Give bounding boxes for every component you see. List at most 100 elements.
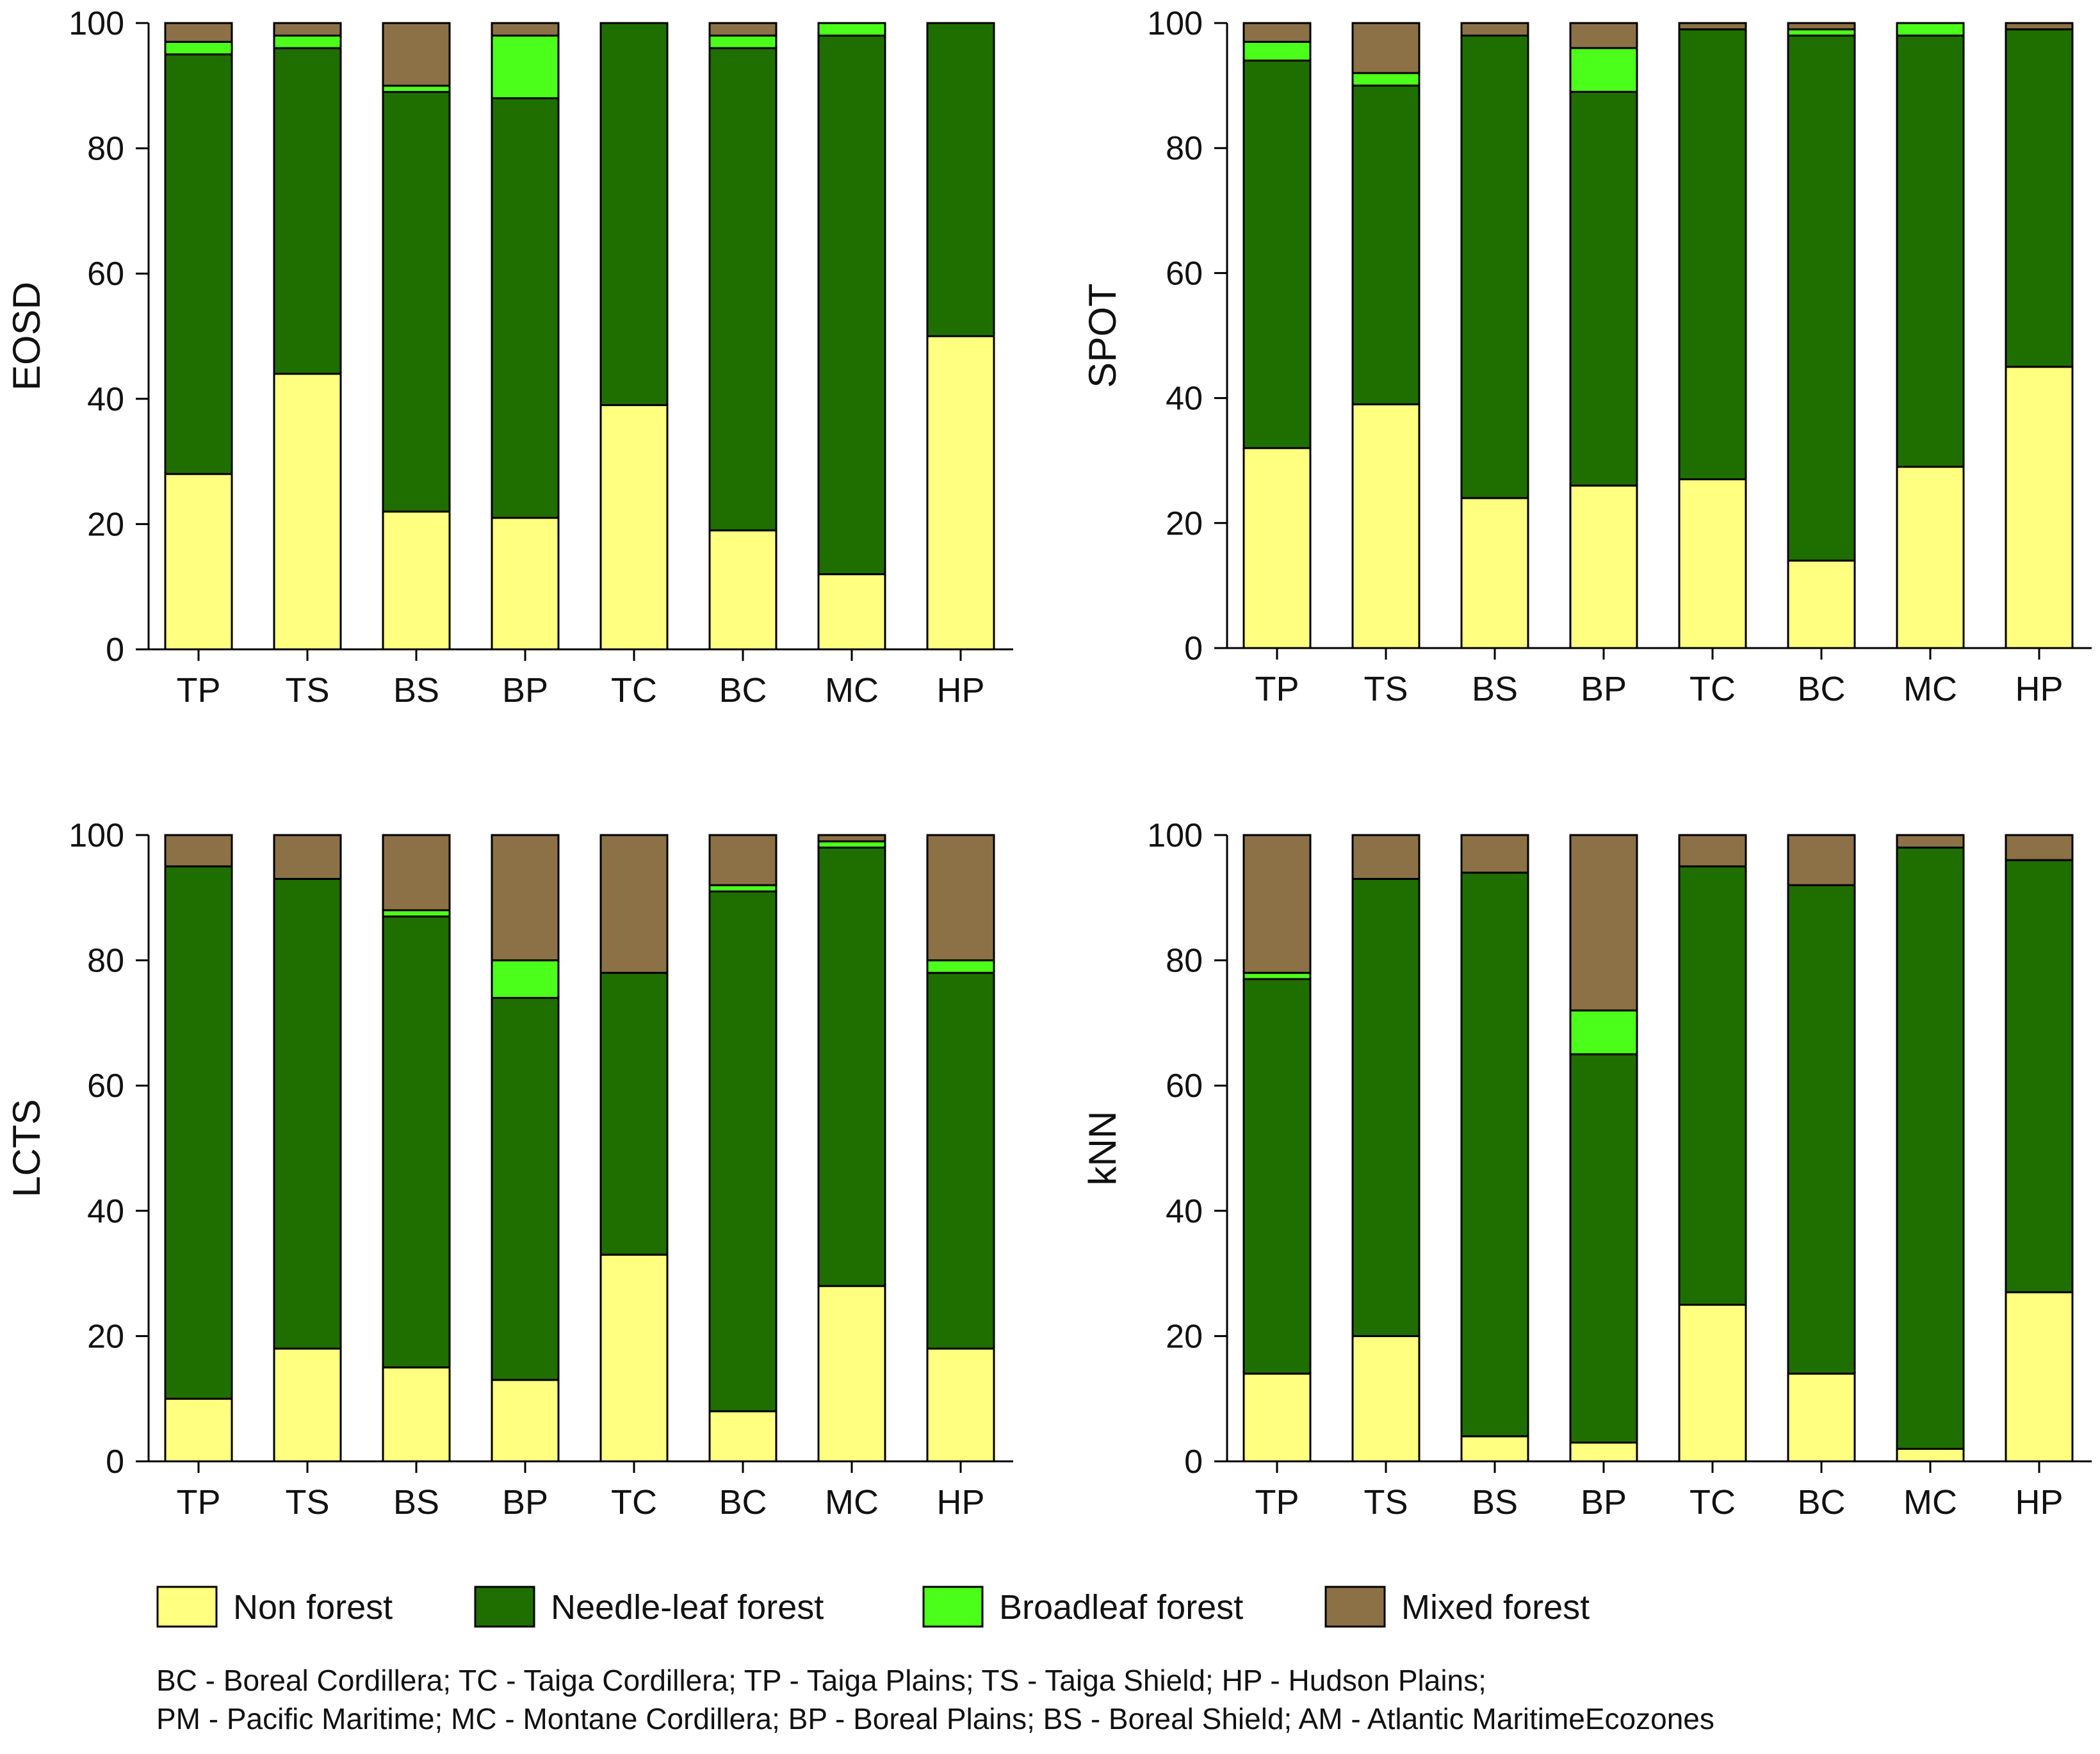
legend-label-non-forest: Non forest <box>233 1588 393 1627</box>
bar-spot-bc-needle-leaf-forest <box>1787 35 1856 562</box>
x-tick-label: TS <box>1363 1483 1408 1522</box>
bar-knn-mc-non-forest <box>1896 1447 1965 1463</box>
bar-eosd-tp-mixed-forest <box>164 22 233 43</box>
bar-lcts-hp-needle-leaf-forest <box>926 971 995 1350</box>
panel-spot: TP TS BS BP TC BC MC HP 0 20 40 60 80 100 SPOT <box>1081 5 2092 708</box>
bar-knn-mc-mixed-forest <box>1896 834 1965 849</box>
abbreviation-notes: BC - Boreal Cordillera; TC - Taiga Cordi… <box>156 1664 1714 1735</box>
legend-label-mixed-forest: Mixed forest <box>1401 1588 1590 1627</box>
bar-eosd-hp-needle-leaf-forest <box>926 22 995 337</box>
legend-swatch-needle-leaf-forest <box>474 1586 535 1628</box>
y-tick-label: 40 <box>1166 1193 1203 1230</box>
bar-lcts-tc-non-forest <box>599 1253 669 1463</box>
y-tick-label: 100 <box>69 5 124 42</box>
y-tick-label: 20 <box>1166 1318 1203 1355</box>
bar-knn-bc-needle-leaf-forest <box>1787 884 1856 1375</box>
y-tick-label: 100 <box>1147 5 1203 42</box>
bar-lcts-bc-needle-leaf-forest <box>708 890 777 1413</box>
bar-spot-tc-needle-leaf-forest <box>1678 28 1747 480</box>
bar-lcts-tc-needle-leaf-forest <box>599 971 669 1256</box>
y-tick-label: 80 <box>1166 130 1203 167</box>
bar-spot-mc-needle-leaf-forest <box>1896 35 1965 468</box>
bar-lcts-tp-non-forest <box>164 1397 233 1463</box>
bar-eosd-bs-non-forest <box>382 510 451 651</box>
bar-eosd-mc-broadleaf-forest <box>817 22 886 37</box>
y-axis-title: kNN <box>1081 1111 1124 1186</box>
bar-spot-tc-mixed-forest <box>1678 22 1747 31</box>
bar-spot-bc-mixed-forest <box>1787 22 1856 31</box>
x-tick-label: BS <box>393 671 439 710</box>
bar-eosd-bc-mixed-forest <box>708 22 777 37</box>
legend: Non forest Needle-leaf forest Broadleaf fo… <box>156 1586 1590 1628</box>
y-tick-label: 100 <box>69 817 124 854</box>
bar-knn-ts-needle-leaf-forest <box>1351 877 1420 1337</box>
bar-eosd-tc-needle-leaf-forest <box>599 22 669 407</box>
y-tick-label: 40 <box>87 381 124 418</box>
x-tick-label: BS <box>1472 670 1518 708</box>
bar-spot-bs-non-forest <box>1460 497 1529 649</box>
bar-eosd-bp-non-forest <box>491 517 560 651</box>
bar-lcts-mc-mixed-forest <box>817 834 886 843</box>
bar-eosd-hp-non-forest <box>926 335 995 651</box>
legend-label-broadleaf-forest: Broadleaf forest <box>999 1588 1243 1627</box>
bar-knn-bp-non-forest <box>1569 1441 1638 1463</box>
bar-spot-tp-mixed-forest <box>1242 22 1312 43</box>
x-tick-label: BC <box>719 1483 767 1522</box>
y-tick-label: 40 <box>1166 380 1203 418</box>
x-tick-label: HP <box>2015 1483 2063 1522</box>
bar-lcts-tc-mixed-forest <box>599 834 669 974</box>
bar-eosd-tp-non-forest <box>164 473 233 651</box>
bar-spot-bs-needle-leaf-forest <box>1460 35 1529 499</box>
bar-spot-mc-broadleaf-forest <box>1896 22 1965 37</box>
bar-lcts-bs-needle-leaf-forest <box>382 915 451 1368</box>
bar-eosd-bs-needle-leaf-forest <box>382 91 451 513</box>
y-tick-label: 80 <box>1166 943 1203 980</box>
legend-swatch-non-forest <box>156 1586 218 1628</box>
y-tick-label: 20 <box>1166 505 1203 542</box>
x-tick-label: BC <box>719 671 767 710</box>
bar-eosd-bc-broadleaf-forest <box>708 35 777 49</box>
bar-knn-mc-needle-leaf-forest <box>1896 847 1965 1450</box>
bar-eosd-bs-mixed-forest <box>382 22 451 87</box>
bar-knn-tc-needle-leaf-forest <box>1678 865 1747 1306</box>
x-tick-label: TC <box>1689 670 1736 708</box>
bar-knn-tp-non-forest <box>1242 1372 1312 1463</box>
bar-lcts-bs-mixed-forest <box>382 834 451 911</box>
bar-spot-tp-needle-leaf-forest <box>1242 60 1312 450</box>
bar-spot-bp-mixed-forest <box>1569 22 1638 49</box>
bar-spot-tc-non-forest <box>1678 478 1747 649</box>
x-tick-label: TP <box>176 671 220 710</box>
bar-lcts-ts-non-forest <box>273 1347 342 1463</box>
x-tick-label: HP <box>936 1483 984 1522</box>
bar-knn-tp-needle-leaf-forest <box>1242 978 1312 1375</box>
y-tick-label: 0 <box>1184 1443 1203 1481</box>
x-tick-label: TP <box>1255 670 1299 708</box>
bar-knn-hp-mixed-forest <box>2005 834 2074 861</box>
x-tick-label: HP <box>2015 670 2063 708</box>
bar-eosd-bc-needle-leaf-forest <box>708 47 777 532</box>
x-tick-label: MC <box>825 1483 879 1522</box>
bar-spot-hp-needle-leaf-forest <box>2005 28 2074 368</box>
y-tick-label: 0 <box>106 631 124 669</box>
bar-spot-bc-non-forest <box>1787 559 1856 649</box>
bar-spot-hp-mixed-forest <box>2005 22 2074 31</box>
x-tick-label: TC <box>1689 1483 1736 1522</box>
x-tick-label: MC <box>825 671 879 710</box>
bar-spot-tp-broadleaf-forest <box>1242 40 1312 62</box>
y-tick-label: 0 <box>1184 630 1203 667</box>
y-tick-label: 60 <box>87 1068 124 1105</box>
bar-knn-tp-mixed-forest <box>1242 834 1312 974</box>
bar-eosd-bp-mixed-forest <box>491 22 560 37</box>
bar-eosd-ts-mixed-forest <box>273 22 342 37</box>
x-tick-label: HP <box>936 671 984 710</box>
bar-eosd-tp-needle-leaf-forest <box>164 53 233 475</box>
panel-knn: TP TS BS BP TC BC MC HP 0 20 40 60 80 100 kNN <box>1081 817 2092 1522</box>
bar-lcts-bp-needle-leaf-forest <box>491 996 560 1381</box>
x-tick-label: MC <box>1903 1483 1957 1522</box>
bar-eosd-bp-broadleaf-forest <box>491 35 560 99</box>
bar-knn-hp-needle-leaf-forest <box>2005 859 2074 1294</box>
abbreviation-line: BC - Boreal Cordillera; TC - Taiga Cordi… <box>156 1664 1486 1697</box>
bar-knn-hp-non-forest <box>2005 1291 2074 1463</box>
x-tick-label: TC <box>611 1483 657 1522</box>
bar-spot-mc-non-forest <box>1896 466 1965 649</box>
